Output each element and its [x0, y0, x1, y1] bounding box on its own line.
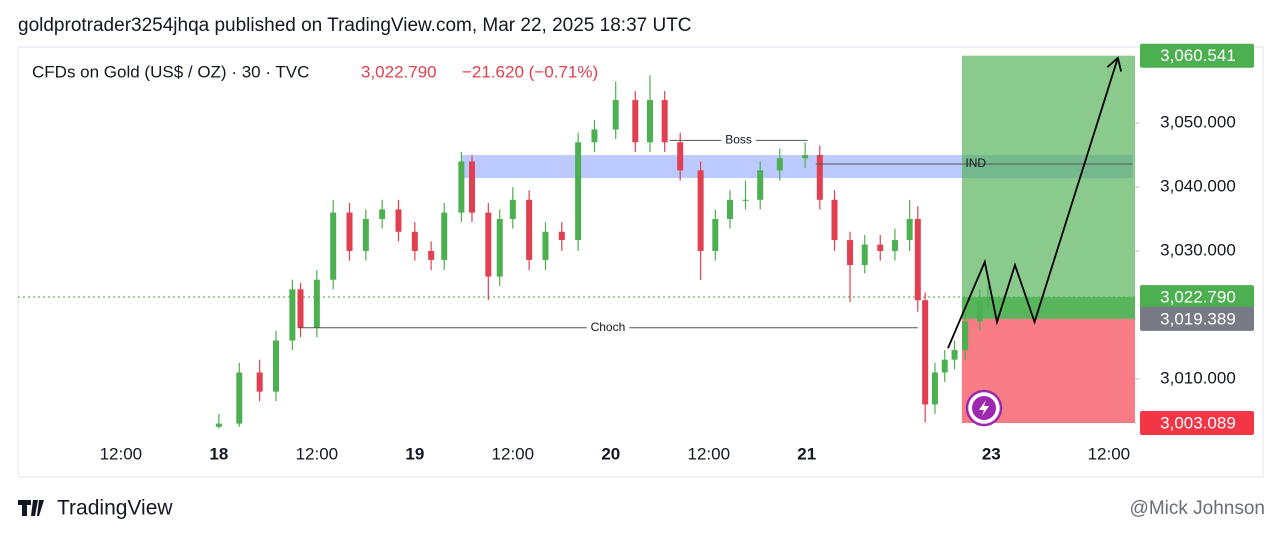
candle-body [236, 372, 243, 424]
candle-body [891, 240, 898, 251]
candle-body [931, 372, 938, 405]
candle-body [330, 212, 337, 280]
replay-icon [965, 389, 1003, 427]
candle-body [985, 297, 992, 301]
x-tick-label: 12:00 [100, 444, 143, 463]
candle-body [485, 212, 492, 277]
annotation-label: IND [965, 156, 986, 170]
candle-body [914, 218, 921, 301]
chart-title: CFDs on Gold (US$ / OZ) · 30 · TVC [32, 62, 309, 81]
candle-body [661, 100, 668, 143]
open-profit [961, 297, 1135, 319]
candle-body [215, 423, 222, 427]
annotation-label: Choch [591, 320, 626, 334]
candle-body [313, 279, 320, 328]
candle-body [951, 350, 958, 360]
watermark: @Mick Johnson [1130, 498, 1265, 519]
candle-body [256, 372, 263, 392]
candle-body [757, 170, 764, 200]
candle-body [289, 289, 296, 341]
candle-body [712, 218, 719, 251]
x-tick-label: 21 [797, 444, 816, 463]
candle-body [646, 100, 653, 143]
annotation-label-bg [721, 131, 756, 148]
candle-body [802, 155, 809, 159]
x-tick-label: 12:00 [688, 444, 731, 463]
frame [17, 46, 1264, 478]
projection-path [947, 57, 1119, 349]
candle-body [847, 240, 854, 266]
candle-body [509, 199, 516, 219]
last-price: 3,022.790 [361, 62, 437, 81]
candle-body [776, 158, 783, 171]
price-label: 3,019.389 [1160, 309, 1236, 328]
candle-body [496, 218, 503, 277]
candle-body [922, 300, 929, 405]
candle-body [861, 244, 868, 266]
x-tick-label: 12:00 [296, 444, 339, 463]
candle-body [346, 212, 353, 251]
x-tick-label: 12:00 [1088, 444, 1131, 463]
logo [18, 500, 44, 516]
x-tick-label: 12:00 [492, 444, 535, 463]
candle-body [831, 199, 838, 241]
candle-body [877, 244, 884, 251]
arrow-head [1106, 56, 1123, 72]
candle-body [941, 359, 948, 373]
annotation-label: Boss [725, 133, 752, 147]
candle-body [591, 129, 598, 143]
candle-body [976, 300, 983, 322]
candle-body [379, 209, 386, 219]
price-label-box [1140, 285, 1254, 310]
candle-body [612, 100, 619, 130]
x-tick-label: 20 [601, 444, 620, 463]
candle-body [816, 155, 823, 200]
x-tick-label: 18 [209, 444, 228, 463]
candle-body [458, 161, 465, 213]
annotation-label-bg [586, 318, 630, 335]
candle-body [697, 170, 704, 251]
candle-body [441, 212, 448, 260]
candle-body [727, 199, 734, 219]
candle-body [411, 231, 418, 251]
candle-body [742, 199, 749, 201]
price-label-box [1140, 306, 1254, 331]
candle-body [575, 142, 582, 241]
candle-body [362, 218, 369, 251]
y-tick-label: 3,010.000 [1160, 368, 1236, 387]
candle-body [632, 100, 639, 143]
x-tick-label: 23 [982, 444, 1001, 463]
price-label: 3,022.790 [1160, 288, 1236, 307]
candle-body [962, 321, 969, 351]
candle-body [395, 209, 402, 232]
price-label-box [1140, 411, 1254, 436]
price-change: −21.620 (−0.71%) [462, 62, 598, 81]
candle-body [542, 231, 549, 260]
candle-body [468, 161, 475, 213]
y-tick-label: 3,040.000 [1160, 177, 1236, 196]
header: goldprotrader3254jhqa published on Tradi… [18, 15, 692, 36]
candle-body [428, 250, 435, 260]
candle-body [906, 218, 913, 241]
candle-body [526, 199, 533, 260]
candle-body [558, 231, 565, 241]
price-label: 3,003.089 [1160, 414, 1236, 433]
x-tick-label: 19 [405, 444, 424, 463]
candle-body [677, 142, 684, 171]
candle-body [297, 289, 304, 328]
brand: TradingView [57, 497, 173, 520]
candle-body [273, 340, 280, 392]
price-label-box [1140, 43, 1254, 68]
plot-area: Boss Choch IND [18, 55, 1135, 429]
y-tick-label: 3,050.000 [1160, 113, 1236, 132]
price-label: 3,060.541 [1160, 46, 1236, 65]
y-tick-label: 3,030.000 [1160, 240, 1236, 259]
